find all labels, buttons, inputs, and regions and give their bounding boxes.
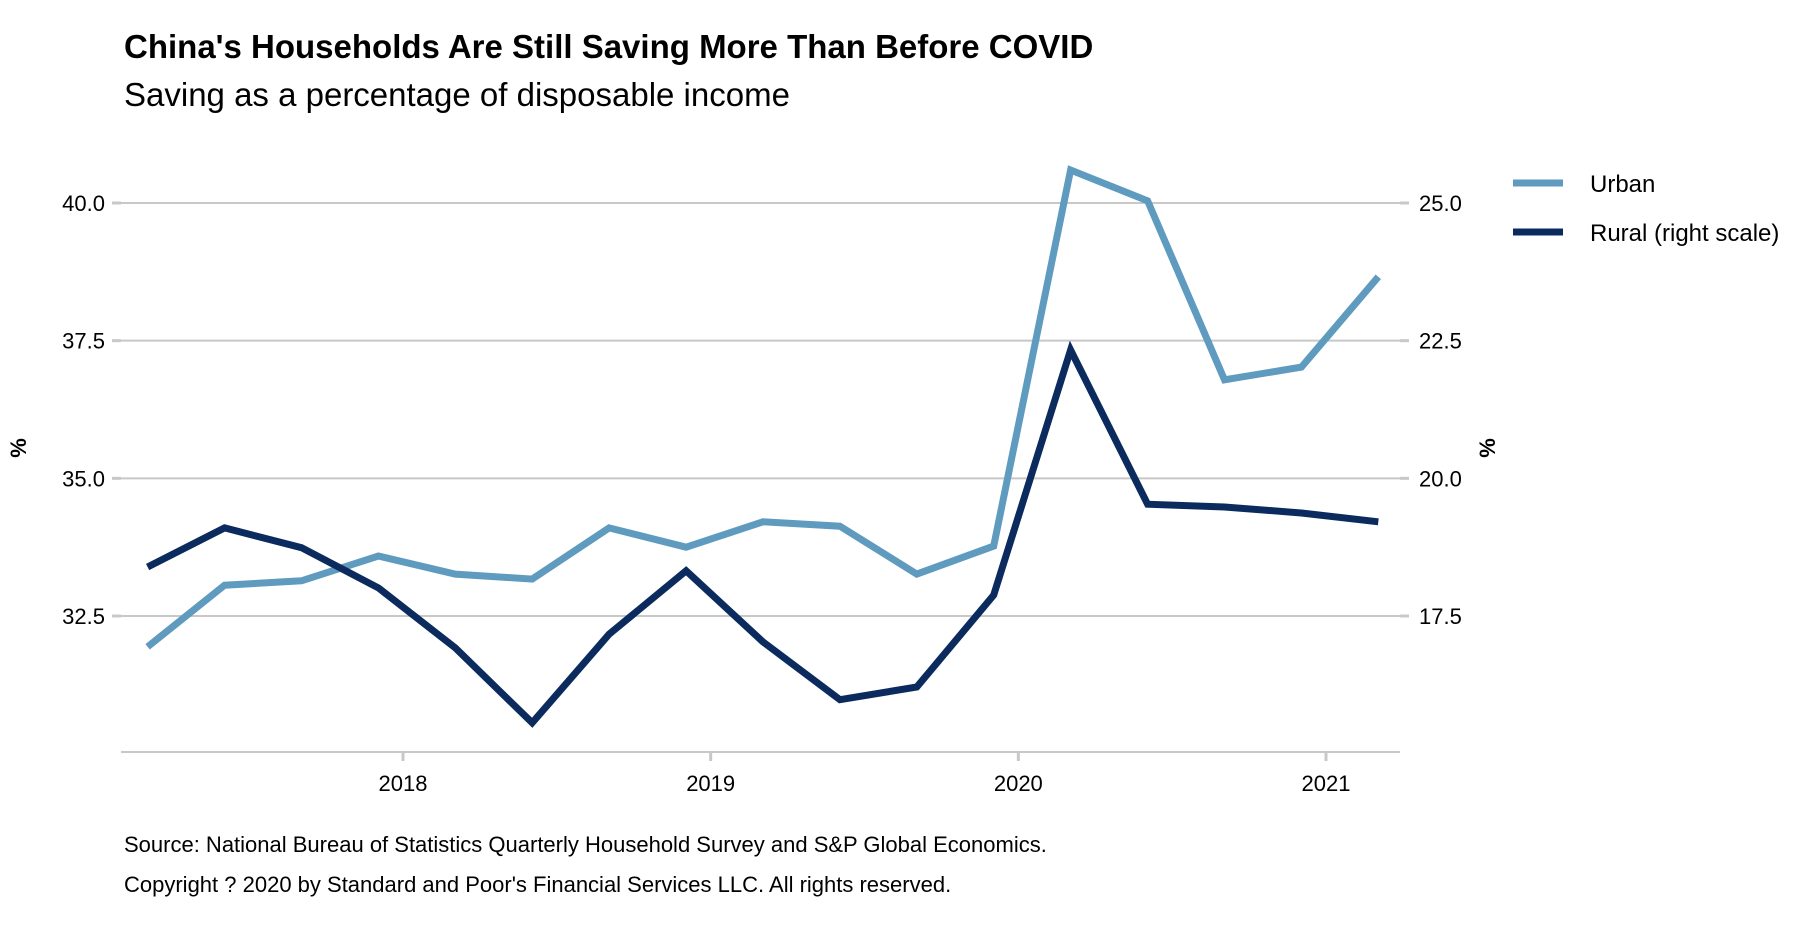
left-y-tick-label: 40.0 <box>62 191 105 216</box>
right-y-axis-title: % <box>1475 438 1500 458</box>
x-axis: 2018 2019 2020 2021 <box>379 752 1351 796</box>
series <box>145 165 1381 728</box>
legend-label-rural: Rural (right scale) <box>1590 220 1779 247</box>
chart-subtitle: Saving as a percentage of disposable inc… <box>124 76 790 113</box>
gridlines <box>121 202 1400 617</box>
x-tick-label: 2021 <box>1302 771 1351 796</box>
legend: Urban Rural (right scale) <box>1513 171 1779 247</box>
source-note: Source: National Bureau of Statistics Qu… <box>124 832 1047 857</box>
series-line-urban <box>145 165 1381 650</box>
left-y-tick-label: 32.5 <box>62 604 105 629</box>
right-y-tick-label: 25.0 <box>1419 191 1462 216</box>
left-y-tick-label: 35.0 <box>62 466 105 491</box>
x-tick-label: 2019 <box>686 771 735 796</box>
x-tick-label: 2018 <box>379 771 428 796</box>
right-y-tick-label: 17.5 <box>1419 604 1462 629</box>
right-y-axis: 17.5 20.0 22.5 25.0 <box>1400 191 1462 629</box>
legend-label-urban: Urban <box>1590 171 1655 198</box>
x-tick-label: 2020 <box>994 771 1043 796</box>
copyright-note: Copyright ? 2020 by Standard and Poor's … <box>124 872 952 897</box>
right-y-tick-label: 22.5 <box>1419 329 1462 354</box>
right-y-tick-label: 20.0 <box>1419 466 1462 491</box>
chart-title: China's Households Are Still Saving More… <box>124 28 1094 65</box>
left-y-axis-title: % <box>6 438 31 458</box>
left-y-axis: 32.5 35.0 37.5 40.0 <box>62 191 121 629</box>
left-y-tick-label: 37.5 <box>62 329 105 354</box>
series-line-rural <box>146 340 1379 728</box>
